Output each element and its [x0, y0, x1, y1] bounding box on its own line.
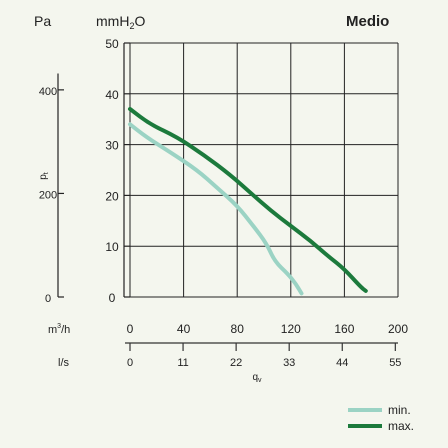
- pressure-axis-label: pt: [38, 172, 50, 180]
- pa-tick-label: 400: [39, 86, 57, 98]
- mmh2o-unit-label: mmH2O: [96, 13, 145, 31]
- ls-unit-label: l/s: [58, 357, 70, 369]
- ls-tick-label: 0: [127, 357, 133, 369]
- mmh2o-tick-label: 20: [105, 189, 119, 203]
- pa-unit-label: Pa: [34, 13, 51, 29]
- mmh2o-tick-label: 10: [105, 240, 119, 254]
- m3h-tick-label: 120: [281, 322, 301, 336]
- ls-tick-label: 55: [389, 357, 401, 369]
- ls-tick-label: 11: [177, 357, 188, 369]
- pa-tick-label: 200: [39, 189, 57, 201]
- mmh2o-tick-label: 30: [105, 139, 119, 153]
- grid: [129, 42, 399, 298]
- m3h-tick-label: 80: [231, 322, 245, 336]
- pa-tick-label: 0: [45, 293, 51, 305]
- flow-axis-label: qv: [252, 372, 262, 384]
- mmh2o-tick-label: 0: [109, 291, 116, 305]
- m3h-tick-label: 0: [127, 322, 134, 336]
- m3h-axis: 0 40 80 120 160 200: [127, 322, 409, 336]
- legend: min. max.: [348, 403, 414, 433]
- ls-axis: 0 11 22 33 44 55: [127, 343, 401, 369]
- m3h-unit-label: m3/h: [48, 323, 70, 336]
- legend-label-max: max.: [388, 419, 414, 433]
- series-line-max: [128, 107, 368, 293]
- m3h-tick-label: 40: [177, 322, 191, 336]
- ls-tick-label: 22: [230, 357, 242, 369]
- ls-tick-label: 44: [336, 357, 348, 369]
- series-line-min: [128, 122, 304, 296]
- ls-tick-label: 33: [283, 357, 295, 369]
- legend-label-min: min.: [388, 403, 411, 417]
- chart-title: Medio: [346, 13, 389, 30]
- m3h-tick-label: 200: [388, 322, 408, 336]
- mmh2o-tick-label: 50: [105, 37, 119, 51]
- pa-axis: 0 200 400: [39, 73, 64, 305]
- series-layer: [128, 107, 368, 296]
- mmh2o-axis: 0 10 20 30 40 50: [105, 37, 130, 305]
- mmh2o-tick-label: 40: [105, 88, 119, 102]
- m3h-tick-label: 160: [334, 322, 354, 336]
